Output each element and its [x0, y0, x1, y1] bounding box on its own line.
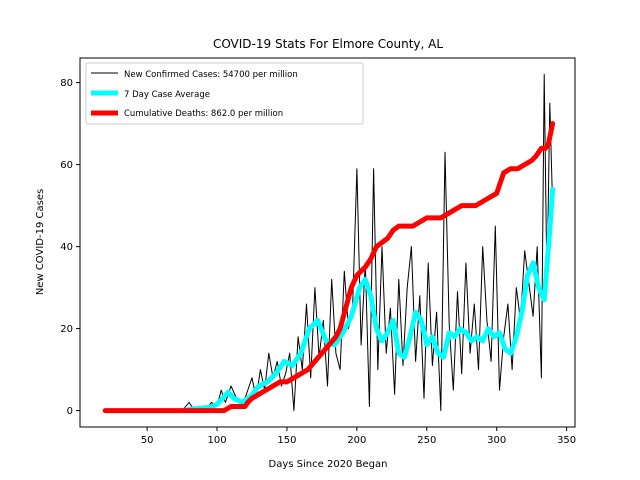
y-tick-label: 40 — [60, 242, 73, 253]
plot-area — [79, 57, 576, 428]
legend-label-7-day-average: 7 Day Case Average — [124, 90, 210, 100]
chart-title: COVID-19 Stats For Elmore County, AL — [213, 37, 443, 51]
y-tick-label: 80 — [60, 78, 73, 89]
x-tick-label: 200 — [347, 435, 366, 446]
x-tick-label: 250 — [417, 435, 436, 446]
x-tick-label: 50 — [141, 435, 154, 446]
plot-frame — [79, 57, 576, 428]
legend-box — [85, 62, 364, 125]
x-axis-label: Days Since 2020 Began — [269, 459, 388, 470]
series-layer — [102, 73, 556, 414]
series-line-7-day-average — [179, 186, 556, 414]
y-tick-label: 20 — [60, 324, 73, 335]
legend-label-new-cases: New Confirmed Cases: 54700 per million — [124, 70, 298, 80]
legend: New Confirmed Cases: 54700 per million 7… — [85, 62, 364, 125]
x-tick-label: 350 — [557, 435, 576, 446]
x-axis-ticks: 50 100 150 200 250 300 350 — [141, 427, 576, 446]
y-axis-label: New COVID-19 Cases — [35, 189, 46, 295]
x-tick-label: 300 — [487, 435, 506, 446]
y-tick-label: 60 — [60, 160, 73, 171]
y-tick-label: 0 — [67, 406, 73, 417]
legend-label-cumulative-deaths: Cumulative Deaths: 862.0 per million — [124, 109, 283, 119]
series-line-cumulative-deaths — [102, 121, 556, 414]
x-tick-label: 100 — [207, 435, 226, 446]
x-tick-label: 150 — [277, 435, 296, 446]
y-axis-ticks: 0 20 40 60 80 — [60, 78, 80, 417]
